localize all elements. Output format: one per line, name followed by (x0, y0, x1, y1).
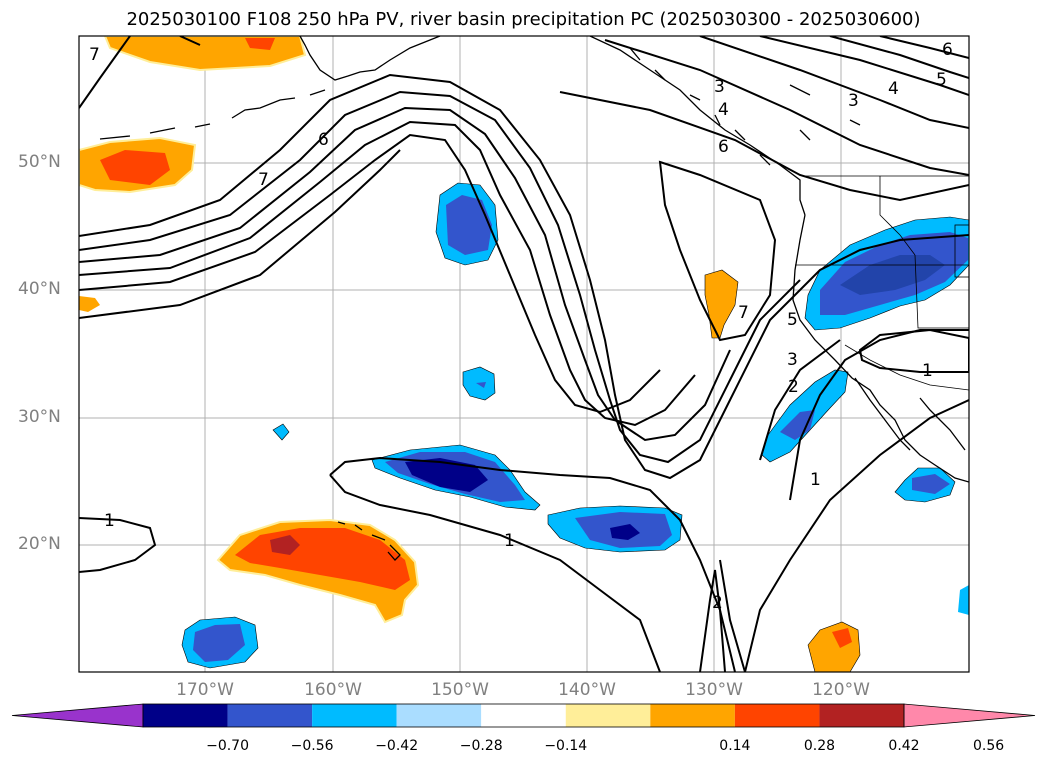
colorbar-tick-label: 0.28 (803, 738, 836, 754)
shade-orange-38n (704, 269, 739, 339)
colorbar-tick-label: −0.14 (544, 738, 588, 754)
colorbar-tick-label: −0.56 (290, 738, 334, 754)
lon-label: 120°W (812, 680, 870, 700)
colorbar-segment (312, 704, 397, 727)
colorbar-segment (819, 704, 904, 727)
colorbar-tick-label: −0.70 (206, 738, 249, 754)
lat-label: 30°N (18, 407, 61, 427)
colorbar-segment (734, 704, 820, 727)
lat-label: 40°N (18, 279, 61, 299)
colorbar-tick-label: 0.14 (719, 738, 751, 754)
lon-label: 150°W (431, 680, 489, 700)
lat-label: 50°N (18, 152, 61, 172)
contour-label: 1 (104, 511, 115, 531)
contour-label: 6 (942, 40, 953, 60)
colorbar-segment (481, 704, 566, 727)
precip-shading (79, 36, 969, 672)
contour-label: 2 (788, 377, 799, 397)
contour-label: 2 (712, 593, 723, 613)
contour-label: 3 (848, 91, 859, 111)
colorbar-segment (565, 704, 651, 727)
contour-label: 4 (888, 79, 899, 99)
colorbar-segment (227, 704, 313, 727)
map-title: 2025030100 F108 250 hPa PV, river basin … (126, 9, 921, 30)
colorbar-segment (650, 704, 735, 727)
contour-label: 1 (504, 531, 515, 551)
contour-label: 3 (787, 350, 798, 370)
contour-label: 3 (714, 77, 725, 97)
lon-label: 140°W (558, 680, 616, 700)
colorbar-segment (143, 704, 228, 727)
contour-label: 7 (89, 45, 100, 65)
colorbar-tick-label: 0.56 (972, 738, 1005, 754)
colorbar-frame (142, 703, 905, 728)
colorbar-tick-label: 0.42 (888, 738, 920, 754)
colorbar-extend-high (903, 703, 1036, 728)
colorbar-tick-label: −0.42 (375, 738, 419, 754)
contour-label: 5 (787, 310, 798, 330)
map-panel: 7 6 7 1 1 3 4 6 7 5 3 2 1 1 2 3 4 5 6 (78, 35, 970, 673)
contour-label: 1 (922, 361, 933, 381)
contour-label: 7 (738, 303, 749, 323)
contour-label: 4 (718, 100, 729, 120)
contour-labels: 7 6 7 1 1 3 4 6 7 5 3 2 1 1 2 3 4 5 6 (89, 40, 953, 613)
lon-label: 130°W (685, 680, 743, 700)
lon-label: 170°W (176, 680, 234, 700)
colorbar-extend-low (11, 703, 144, 728)
pv-contours (79, 36, 969, 672)
lat-label: 20°N (18, 534, 61, 554)
contour-label: 6 (318, 130, 329, 150)
lon-label: 160°W (304, 680, 362, 700)
contour-label: 5 (936, 70, 947, 90)
colorbar-segment (396, 704, 482, 727)
colorbar-tick-label: −0.28 (459, 738, 503, 754)
contour-label: 7 (258, 170, 269, 190)
contour-label: 1 (810, 470, 821, 490)
contour-label: 6 (718, 137, 729, 157)
map-frame (78, 35, 970, 673)
